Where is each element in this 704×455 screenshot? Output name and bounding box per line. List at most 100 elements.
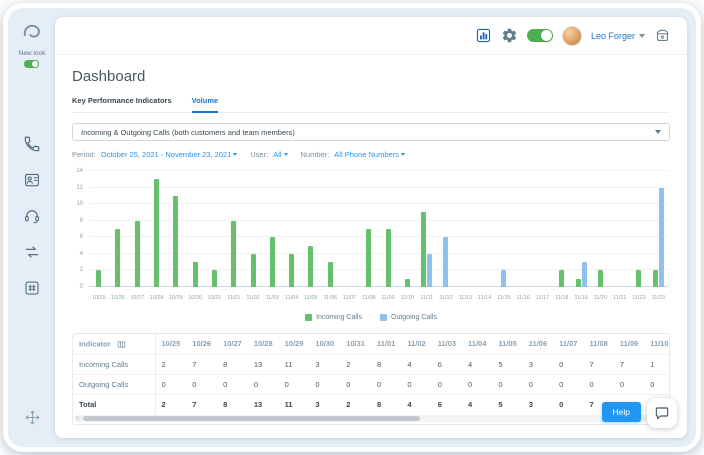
bar-group [147, 171, 166, 287]
y-tick-label: 4 [79, 250, 83, 257]
user-filter[interactable]: All [273, 150, 288, 159]
y-tick-label: 10 [76, 201, 83, 208]
x-axis: 10/25 10/26 10/27 10/28 10/29 10/30 10/31 11/01… [89, 290, 668, 301]
table-cell: 3 [522, 354, 554, 375]
table-cell: 11 [278, 354, 310, 375]
bar-group [128, 171, 147, 287]
toggle-knob [32, 61, 39, 67]
x-tick-label: 11/19 [574, 295, 588, 301]
main-card: Leo Forger Dashboard Key Performance Ind… [55, 17, 687, 438]
bar-group [359, 171, 378, 287]
y-tick-label: 0 [79, 284, 83, 290]
table-col-header: 10/31 [340, 334, 371, 355]
sidebar-item-contacts[interactable] [23, 170, 42, 189]
x-tick-label: 11/21 [612, 295, 627, 301]
bar-incoming-calls [289, 253, 295, 287]
y-axis: 0 2 4 6 8 10 12 14 [72, 168, 87, 290]
toggle-knob [540, 30, 552, 41]
bar-group [456, 171, 475, 287]
availability-toggle[interactable] [526, 29, 553, 42]
horizontal-scrollbar[interactable] [75, 414, 667, 422]
x-tick-label: 11/11 [420, 295, 434, 301]
volume-table-wrap: Indicator 10/25 10/26 10/27 10/28 10/29 10/30… [72, 333, 670, 425]
table-cell: 5 [498, 399, 503, 409]
table-col-header: 11/04 [462, 334, 493, 355]
table-cell: 7 [589, 399, 594, 409]
table-cell: 11 [284, 399, 293, 409]
bar-incoming-calls [559, 270, 565, 287]
y-tick-label: 8 [79, 217, 83, 224]
table-cell: 0 [553, 374, 584, 395]
stats-button[interactable] [475, 27, 492, 44]
table-col-header: 10/30 [309, 334, 341, 355]
table-cell: 8 [376, 399, 382, 409]
scrollbar-thumb[interactable] [83, 415, 421, 421]
chevron-down-icon [283, 153, 288, 156]
sidebar-item-agent[interactable] [23, 206, 42, 225]
y-tick-label: 14 [76, 168, 83, 174]
sidebar-item-call-history[interactable] [23, 242, 42, 261]
bar-incoming-calls [96, 270, 102, 287]
table-cell: 8 [370, 354, 402, 375]
bar-incoming-calls [421, 212, 427, 287]
chevron-down-icon [639, 33, 645, 38]
settings-button[interactable] [501, 27, 518, 44]
bar-group [629, 171, 648, 287]
tab-volume[interactable]: Volume [191, 96, 219, 113]
table-cell: 7 [613, 354, 645, 375]
number-label: Number: [300, 150, 330, 159]
bar-group [475, 171, 494, 287]
number-filter[interactable]: All Phone Numbers [334, 150, 405, 159]
tab-key-performance-indicators[interactable]: Key Performance Indicators [72, 96, 172, 105]
table-cell: 0 [462, 374, 493, 395]
new-look-toggle[interactable] [24, 60, 40, 68]
gridline [89, 286, 668, 287]
avatar[interactable] [561, 25, 582, 46]
table-cell: 4 [401, 354, 432, 375]
sidebar-item-calls[interactable] [23, 134, 42, 153]
legend-label: Incoming Calls [316, 314, 362, 321]
indicator-header-label: Indicator [79, 339, 111, 349]
table-row: Total2781311328464530771136 [73, 394, 669, 414]
chevron-down-icon [655, 130, 661, 134]
period-filter[interactable]: October 25, 2021 - November 23, 2021 [101, 150, 238, 159]
table-cell: 13 [253, 399, 263, 409]
x-tick-label: 11/22 [632, 295, 646, 301]
x-tick-label: 11/03 [265, 295, 279, 301]
legend-item: Incoming Calls [305, 314, 362, 321]
bar-incoming-calls [211, 270, 217, 287]
table-cell: 0 [431, 374, 463, 395]
bar-outgoing-calls [581, 262, 587, 287]
table-cell: 2 [340, 354, 371, 375]
stats-icon [476, 28, 491, 43]
user-menu[interactable]: Leo Forger [591, 31, 645, 41]
new-look-label: New look [18, 50, 46, 57]
report-select[interactable]: Incoming & Outgoing Calls (both customer… [72, 123, 670, 141]
table-cell: 0 [247, 374, 279, 395]
x-tick-label: 10/30 [188, 295, 203, 301]
tabs: Key Performance Indicators Volume [72, 96, 670, 113]
bar-incoming-calls [404, 278, 410, 287]
sidebar: New look [8, 8, 56, 447]
bar-group [494, 171, 513, 287]
table-col-header: 10/28 [247, 334, 279, 355]
sidebar-item-dialpad[interactable] [23, 278, 42, 297]
gridline [89, 219, 668, 221]
x-tick-label: 11/20 [593, 295, 608, 301]
table-cell: 4 [468, 399, 473, 409]
softphone-button[interactable] [654, 27, 671, 44]
bar-group [591, 171, 610, 287]
table-cell: 2 [161, 399, 166, 409]
table-col-header: 11/09 [613, 334, 645, 355]
columns-icon[interactable] [117, 340, 126, 349]
bar-incoming-calls [173, 195, 179, 287]
move-handle[interactable] [23, 408, 42, 427]
gridline [89, 252, 668, 254]
chat-launcher[interactable] [647, 398, 677, 428]
table-cell: 0 [278, 374, 310, 395]
bar-incoming-calls [154, 179, 160, 287]
bar-incoming-calls [636, 270, 642, 287]
x-tick-label: 11/10 [400, 295, 415, 301]
help-button[interactable]: Help [601, 402, 641, 422]
x-tick-label: 10/25 [91, 295, 106, 301]
